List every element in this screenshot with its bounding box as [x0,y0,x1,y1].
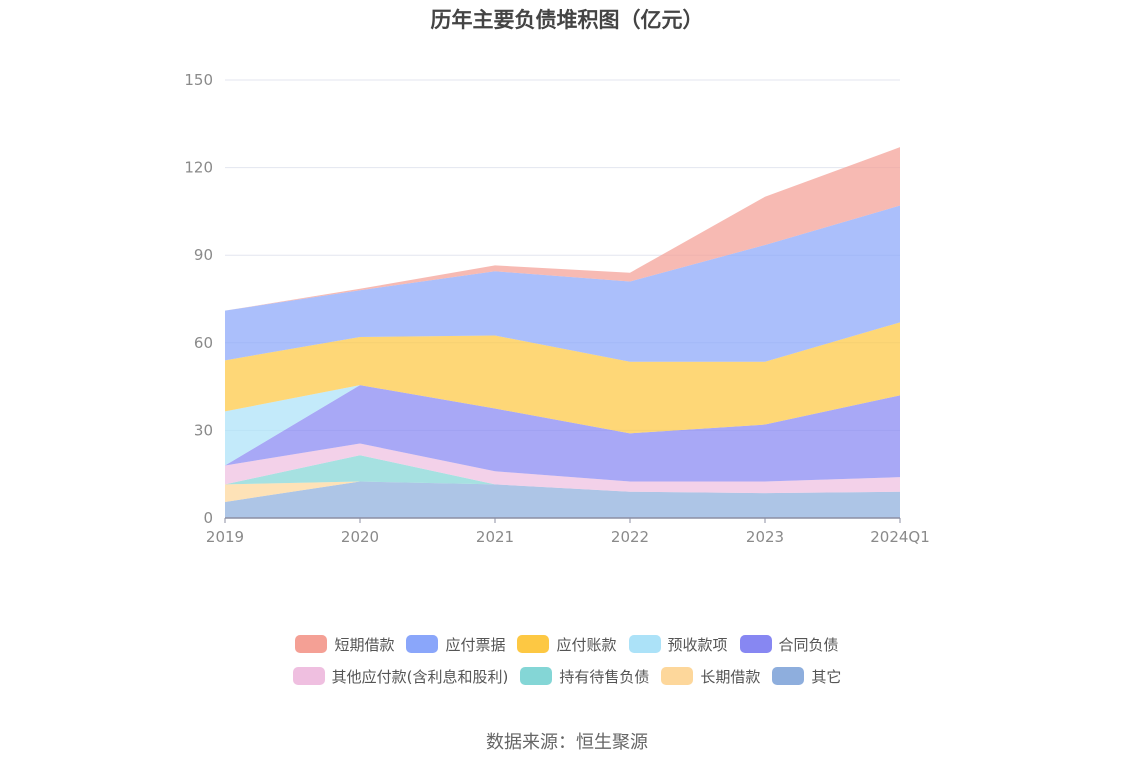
y-tick-label: 120 [184,159,213,177]
legend-swatch [661,667,694,685]
legend-swatch [517,635,550,653]
legend-label: 预收款项 [667,635,728,654]
series-area-长期借款 [225,481,900,502]
legend: 短期借款 应付票据 应付账款 预收款项 合同负债 其他应付款(含利息和股利) 持有待售负债… [0,630,1134,694]
series-area-其它 [225,481,900,518]
legend-row: 其他应付款(含利息和股利) 持有待售负债 长期借款 其它 [0,662,1134,690]
x-tick-label: 2021 [476,528,514,546]
legend-swatch [739,635,772,653]
legend-item[interactable]: 短期借款 [295,634,394,655]
y-tick-label: 0 [203,509,213,527]
legend-label: 应付账款 [556,635,617,654]
axes: 0 30 60 90 120 150 2019 2020 2021 2022 2023 2024Q1 [184,71,929,546]
legend-item[interactable]: 预收款项 [628,634,728,655]
legend-row: 短期借款 应付票据 应付账款 预收款项 合同负债 [0,630,1134,658]
legend-swatch [406,635,439,653]
series-area-短期借款 [225,147,900,311]
legend-label: 短期借款 [334,635,395,654]
legend-swatch [628,635,661,653]
legend-item[interactable]: 其他应付款(含利息和股利) [292,666,509,687]
legend-item[interactable]: 持有待售负债 [520,666,649,687]
legend-item[interactable]: 应付票据 [406,634,505,655]
legend-label: 合同负债 [778,635,839,654]
legend-swatch [772,667,805,685]
legend-label: 其他应付款(含利息和股利) [331,667,509,686]
x-tick-label: 2020 [341,528,379,546]
x-tick-label: 2019 [206,528,244,546]
series-area-持有待售负债 [225,455,900,494]
y-tick-label: 60 [194,334,213,352]
legend-label: 应付票据 [445,635,506,654]
series-area-应付票据 [225,205,900,362]
series-area-其他应付款(含利息和股利) [225,443,900,494]
y-tick-label: 150 [184,71,213,89]
legend-swatch [292,667,325,685]
series-area-合同负债 [225,385,900,482]
series-area-应付账款 [225,322,900,434]
legend-label: 长期借款 [700,667,761,686]
chart-title: 历年主要负债堆积图（亿元） [430,8,704,32]
legend-item[interactable]: 其它 [772,666,841,687]
y-tick-label: 90 [194,246,213,264]
x-tick-label: 2023 [746,528,784,546]
legend-item[interactable]: 合同负债 [739,634,839,655]
legend-item[interactable]: 应付账款 [517,634,617,655]
data-source-note: 数据来源：恒生聚源 [486,732,648,753]
legend-label: 其它 [811,667,842,686]
y-tick-label: 30 [194,421,213,439]
legend-item[interactable]: 长期借款 [661,666,760,687]
stacked-area-chart: 0 30 60 90 120 150 2019 2020 2021 2022 2023 2024Q1 [184,71,929,546]
area-series [225,147,900,518]
legend-swatch [520,667,553,685]
legend-label: 持有待售负债 [559,667,650,686]
legend-swatch [295,635,328,653]
x-tick-label: 2022 [611,528,649,546]
x-tick-label: 2024Q1 [870,528,930,546]
